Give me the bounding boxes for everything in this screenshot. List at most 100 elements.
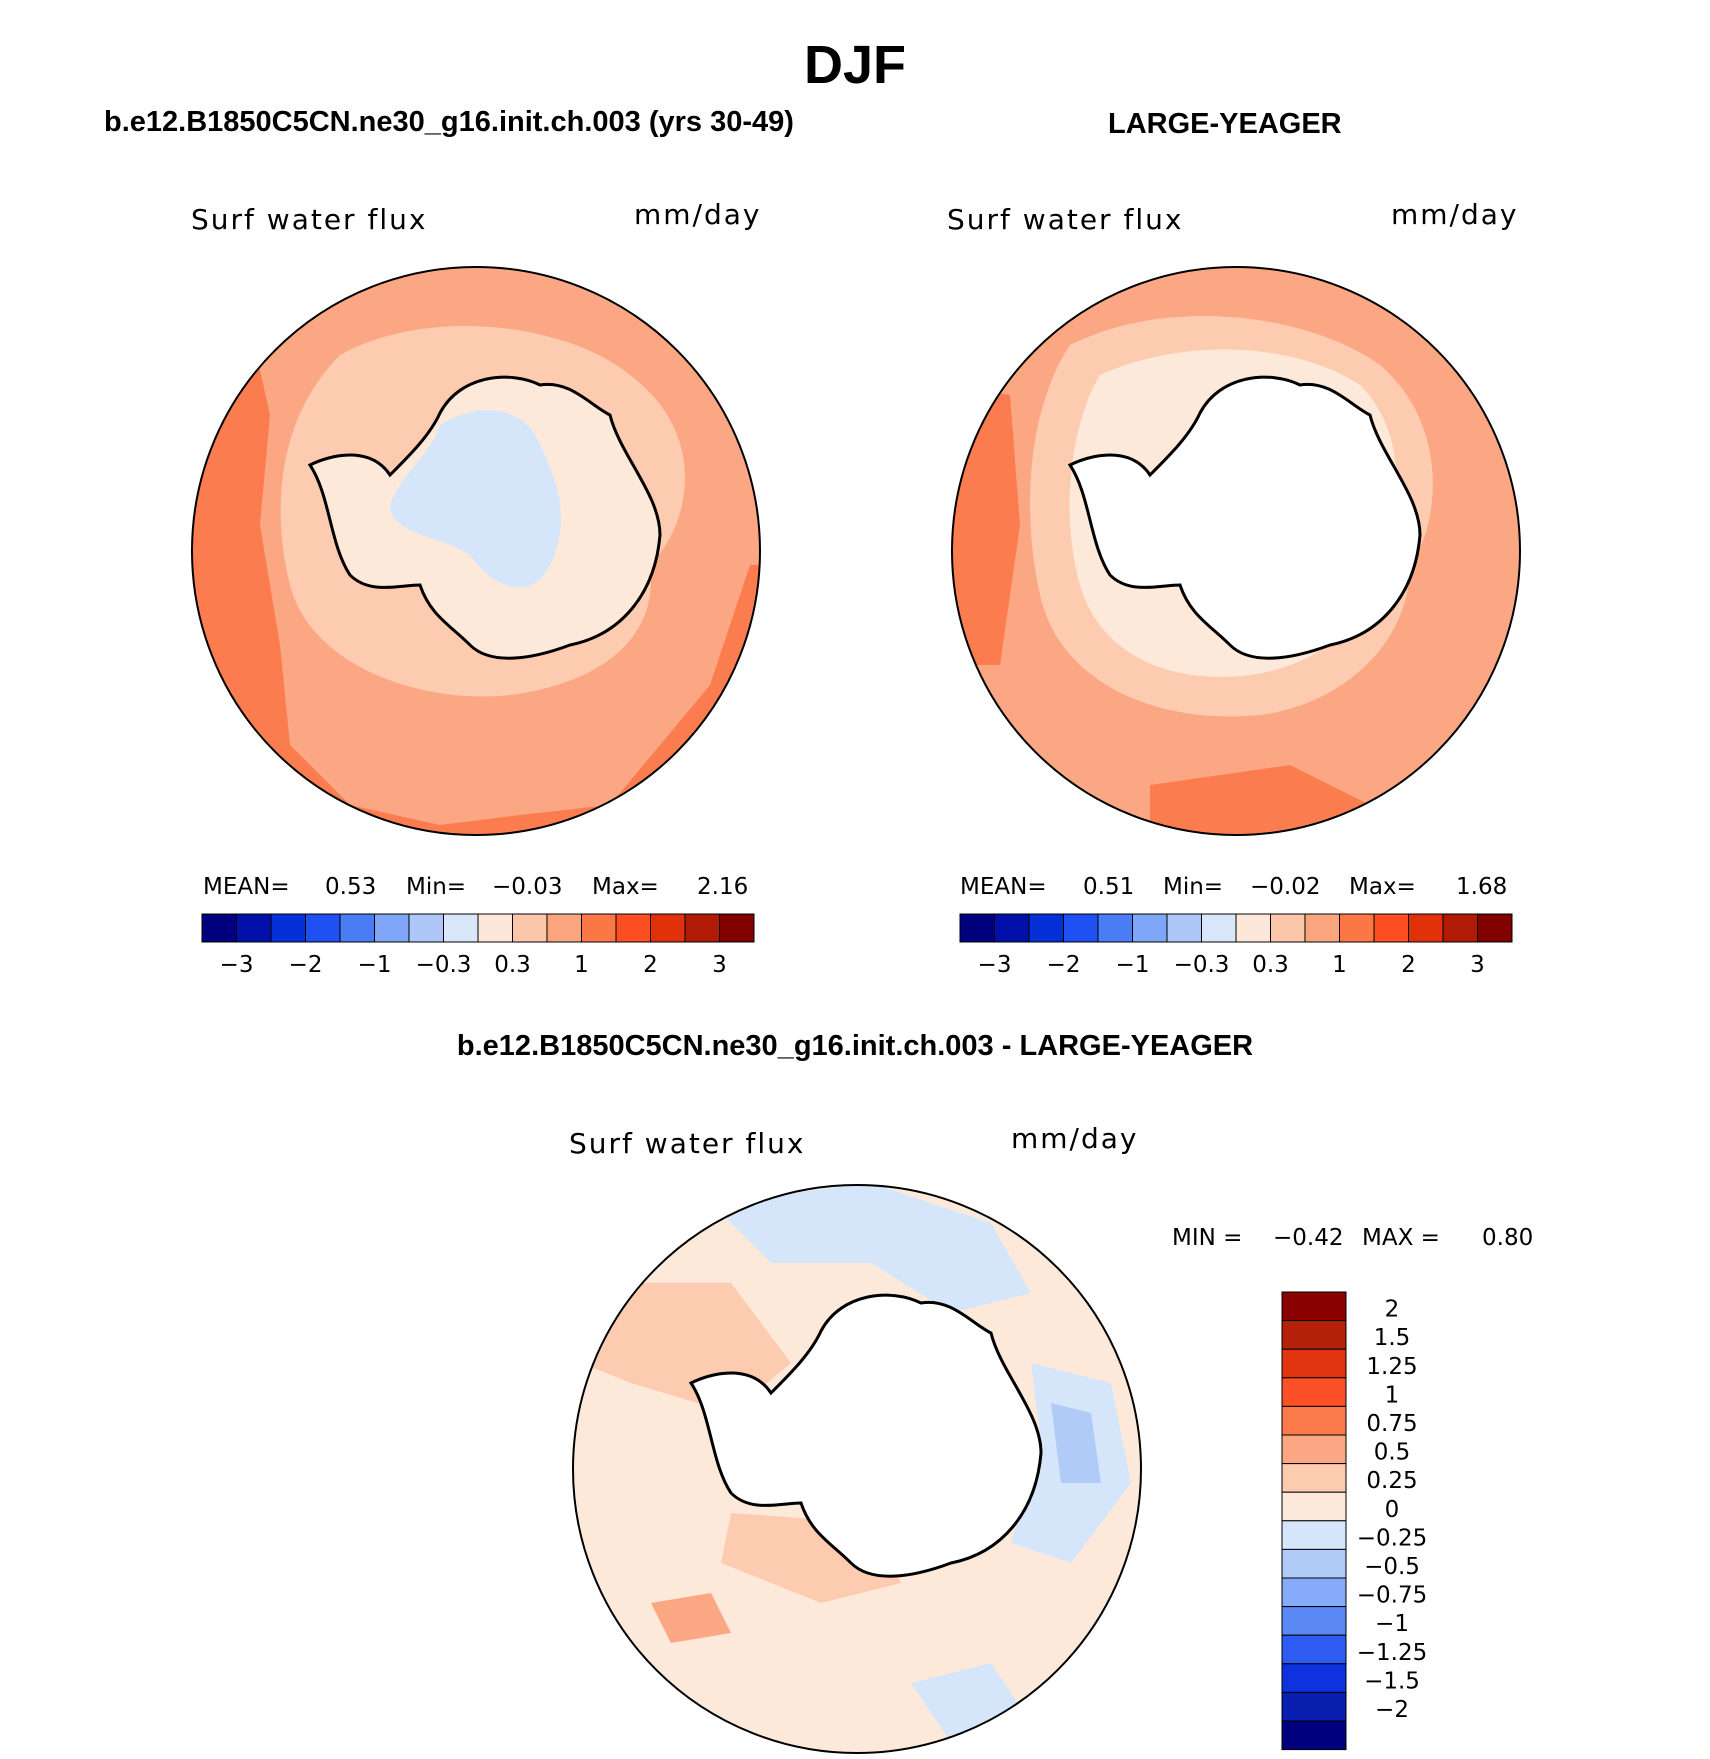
panel-1-map [191,266,761,836]
colorbar-tick-label: −3 [220,952,254,978]
panel-1-mean: 0.53 [325,874,377,900]
panel-2-units: mm/day [1391,198,1519,231]
colorbar-swatch [1281,1691,1347,1722]
colorbar-swatch [1132,913,1168,943]
negative-patch [1051,1403,1101,1483]
colorbar-swatch [1028,913,1064,943]
antarctica-land [688,1293,1043,1578]
colorbar-swatch [959,913,995,943]
negative-patch [711,1185,1031,1313]
colorbar-swatch [650,913,686,943]
diff-map [572,1184,1142,1754]
colorbar-tick-label: 3 [712,952,727,978]
diff-min-label: MIN = [1172,1225,1243,1251]
colorbar-swatch [1281,1291,1347,1322]
panel-2-min-label: Min= [1163,874,1224,900]
diff-max: 0.80 [1482,1225,1534,1251]
colorbar-swatch [305,913,341,943]
colorbar-swatch [270,913,306,943]
panel-2-colorbar: −3 −2 −1 −0.3 0.3 1 2 3 [959,913,1513,978]
colorbar-swatch [1477,913,1513,943]
colorbar-tick-label: 1.5 [1374,1325,1411,1351]
diff-max-label: MAX = [1362,1225,1440,1251]
colorbar-swatch [1408,913,1444,943]
colorbar-swatch [1373,913,1409,943]
panel-2-min: −0.02 [1250,874,1321,900]
colorbar-tick-label: 0.3 [494,952,531,978]
colorbar-swatch [684,913,720,943]
colorbar-swatch [1281,1348,1347,1379]
colorbar-swatch [1063,913,1099,943]
panel-1-min: −0.03 [492,874,563,900]
panel-2-variable: Surf water flux [947,203,1184,236]
colorbar-tick-label: 1 [1332,952,1347,978]
panel-1-units: mm/day [634,198,762,231]
diff-heading: b.e12.B1850C5CN.ne30_g16.init.ch.003 - L… [456,1030,1254,1062]
colorbar-swatch [1281,1577,1347,1608]
diff-variable: Surf water flux [569,1127,806,1160]
colorbar-swatch [1281,1377,1347,1407]
colorbar-tick-label: 0.5 [1374,1440,1411,1466]
colorbar-swatch [512,913,548,943]
colorbar-swatch [1235,913,1271,943]
panel-1-mean-label: MEAN= [203,874,290,900]
panel-1-heading: b.e12.B1850C5CN.ne30_g16.init.ch.003 (yr… [104,106,794,138]
colorbar-swatch [477,913,513,943]
colorbar-tick-label: −3 [978,952,1012,978]
panel-1-min-label: Min= [406,874,467,900]
colorbar-tick-label: 0.3 [1252,952,1289,978]
colorbar-swatch [994,913,1030,943]
colorbar-tick-label: −1.25 [1357,1640,1427,1666]
colorbar-tick-label: −1.5 [1364,1668,1420,1694]
panel-2-mean: 0.51 [1083,874,1135,900]
colorbar-tick-label: −0.25 [1357,1525,1427,1551]
colorbar-tick-label: 1 [1385,1382,1400,1408]
colorbar-tick-label: 1.25 [1366,1354,1417,1380]
colorbar-tick-label: 1 [574,952,589,978]
colorbar-swatch [1339,913,1375,943]
colorbar-swatch [408,913,444,943]
colorbar-tick-label: −0.75 [1357,1583,1427,1609]
antarctica-blue-interior [390,410,561,588]
colorbar-tick-label: −1 [358,952,392,978]
strong-flux-patch [1150,765,1370,835]
colorbar-swatch [1281,1434,1347,1465]
colorbar-tick-label: 0 [1385,1497,1400,1523]
colorbar-tick-label: 2 [1401,952,1416,978]
colorbar-swatch [1281,1520,1347,1550]
colorbar-tick-label: −2 [1375,1697,1409,1723]
colorbar-tick-label: −2 [289,952,323,978]
colorbar-swatch [201,913,237,943]
panel-1-variable: Surf water flux [191,203,428,236]
antarctica-land [1067,375,1422,660]
diff-units: mm/day [1011,1122,1139,1155]
colorbar-tick-label: −2 [1047,952,1081,978]
colorbar-swatch [719,913,755,943]
colorbar-swatch [1270,913,1306,943]
panel-1-max: 2.16 [697,874,749,900]
figure-title: DJF [803,35,906,95]
colorbar-tick-label: −0.3 [1174,952,1230,978]
panel-1-colorbar: −3 −2 −1 −0.3 0.3 1 2 3 [201,913,755,978]
panel-2-map [951,266,1521,836]
colorbar-tick-label: 2 [643,952,658,978]
panel-2-mean-label: MEAN= [960,874,1047,900]
colorbar-tick-label: −1 [1116,952,1150,978]
colorbar-swatch [339,913,375,943]
colorbar-swatch [1281,1320,1347,1350]
colorbar-swatch [1281,1606,1347,1636]
colorbar-swatch [1281,1491,1347,1522]
colorbar-tick-label: 0.75 [1366,1411,1417,1437]
panel-2-max: 1.68 [1456,874,1508,900]
colorbar-swatch [374,913,410,943]
colorbar-swatch [1201,913,1237,943]
colorbar-tick-label: 3 [1470,952,1485,978]
panel-2-max-label: Max= [1349,874,1416,900]
colorbar-tick-label: −1 [1375,1611,1409,1637]
colorbar-tick-label: −0.5 [1364,1554,1420,1580]
diff-min: −0.42 [1273,1225,1344,1251]
colorbar-swatch [1281,1405,1347,1436]
colorbar-swatch [615,913,651,943]
colorbar-tick-label: 2 [1385,1297,1400,1323]
colorbar-swatch [1097,913,1133,943]
